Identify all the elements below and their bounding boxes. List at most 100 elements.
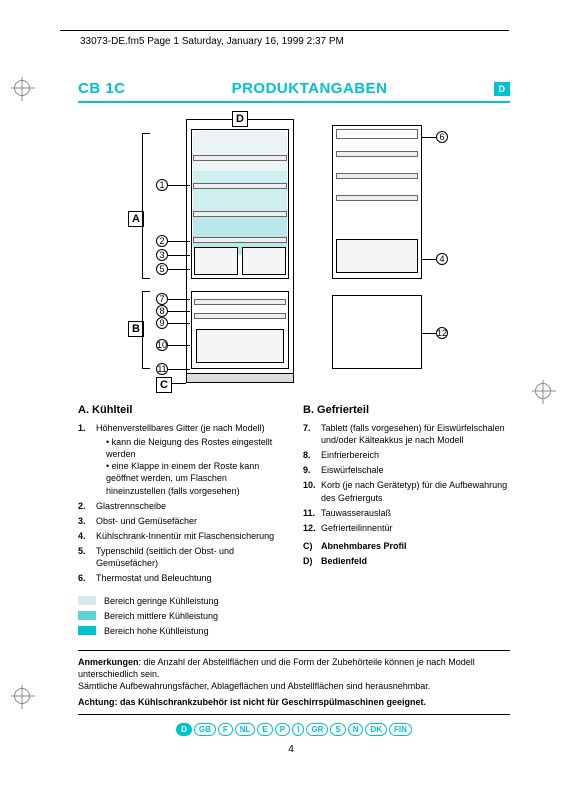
shelf [193,211,287,217]
leader [422,333,436,334]
crisper-drawer [242,247,286,275]
leader [168,269,190,270]
registration-mark [14,688,30,704]
product-diagram: D A B C 1 2 3 5 7 8 9 10 11 6 4 12 [78,113,510,395]
callout-C: C [156,377,172,393]
leader [168,311,190,312]
list-item: 11.Tauwasserauslaß [317,507,510,519]
freezer-shelf [194,299,286,305]
list-item: 1.Höhenverstellbares Gitter (je nach Mod… [92,422,285,497]
callout-9: 9 [156,317,168,329]
glass-divider [193,237,287,243]
plinth [186,373,294,383]
freezer-shelf [194,313,286,319]
callout-5: 5 [156,263,168,275]
legend-swatch [78,611,96,620]
language-row: DGBFNLEPIGRSNDKFIN [78,723,510,736]
callout-12: 12 [436,327,448,339]
crisper-drawer [194,247,238,275]
door-shelf [336,173,418,179]
heading-A: A. Kühlteil [78,403,285,418]
lang-pill: D [176,723,192,736]
callout-3: 3 [156,249,168,261]
lang-pill: S [330,723,345,736]
leader [172,383,186,384]
heading-B: B. Gefrierteil [303,403,510,418]
list-item: 2.Glastrennscheibe [92,500,285,512]
callout-4: 4 [436,253,448,265]
list-item: 12.Gefrierteilinnentür [317,522,510,534]
legend-row: Bereich mittlere Kühlleistung [78,610,285,622]
list-item: 7.Tablett (falls vorgesehen) für Eiswürf… [317,422,510,446]
legend-label: Bereich mittlere Kühlleistung [104,610,218,622]
legend-row: Bereich hohe Kühlleistung [78,625,285,637]
bracket-B [142,291,150,369]
legend-swatch [78,626,96,635]
header-rule [60,30,509,31]
leader [168,185,190,186]
title-rule [78,101,510,103]
leader [422,137,436,138]
list-item: C)Abnehmbares Profil [317,540,510,552]
registration-mark [14,80,30,96]
legend-label: Bereich geringe Kühlleistung [104,595,219,607]
list-item: 9.Eiswürfelschale [317,464,510,476]
callout-6: 6 [436,131,448,143]
door-shelf [336,195,418,201]
door-control [336,129,418,139]
callout-7: 7 [156,293,168,305]
page-title: PRODUKTANGABEN [232,80,388,97]
language-badge: D [494,82,511,96]
lang-pill: GR [306,723,328,736]
shelf [193,155,287,161]
shelf [193,183,287,189]
list-subitem: eine Klappe in einem der Roste kann geöf… [106,460,285,496]
callout-10: 10 [156,339,168,351]
callout-2: 2 [156,235,168,247]
leader [168,345,190,346]
callout-8: 8 [156,305,168,317]
list-item: 8.Einfrierbereich [317,449,510,461]
list-item: 4.Kühlschrank-Innentür mit Flaschensiche… [92,530,285,542]
callout-D: D [232,111,248,127]
list-item: 6.Thermostat und Beleuchtung [92,572,285,584]
leader [168,241,190,242]
callout-1: 1 [156,179,168,191]
column-A: A. Kühlteil 1.Höhenverstellbares Gitter … [78,403,285,640]
list-item: 3.Obst- und Gemüsefächer [92,515,285,527]
leader [168,323,190,324]
page-number: 4 [78,744,510,755]
legend-row: Bereich geringe Kühlleistung [78,595,285,607]
lang-pill: FIN [389,723,412,736]
page-header: 33073-DE.fm5 Page 1 Saturday, January 16… [80,36,344,47]
leader [422,259,436,260]
list-item: 10.Korb (je nach Gerätetyp) für die Aufb… [317,479,510,503]
lang-pill: GB [194,723,216,736]
leader [168,255,190,256]
legend-label: Bereich hohe Kühlleistung [104,625,209,637]
freezer-door [332,295,422,369]
freezer-basket [196,329,284,363]
title-row: CB 1C PRODUKTANGABEN D [78,80,510,97]
lang-pill: E [257,723,272,736]
lang-pill: DK [365,723,387,736]
leader [168,299,190,300]
notes-block: Anmerkungen: die Anzahl der Abstellfläch… [78,650,510,715]
model-code: CB 1C [78,80,126,97]
note-warning: Achtung: das Kühlschrankzubehör ist nich… [78,696,510,708]
note-main: Anmerkungen: die Anzahl der Abstellfläch… [78,656,510,680]
note-line2: Sämtliche Aufbewahrungsfächer, Ablageflä… [78,680,510,692]
description-columns: A. Kühlteil 1.Höhenverstellbares Gitter … [78,403,510,640]
list-item: D)Bedienfeld [317,555,510,567]
list-subitem: kann die Neigung des Rostes eingestellt … [106,436,285,460]
callout-11: 11 [156,363,168,375]
bottle-shelf [336,239,418,273]
lang-pill: I [292,723,304,736]
lang-pill: P [275,723,290,736]
legend: Bereich geringe Kühlleistung Bereich mitt… [78,595,285,637]
lang-pill: N [348,723,364,736]
leader [168,369,190,370]
column-B: B. Gefrierteil 7.Tablett (falls vorgeseh… [303,403,510,640]
door-shelf [336,151,418,157]
lang-pill: F [218,723,233,736]
